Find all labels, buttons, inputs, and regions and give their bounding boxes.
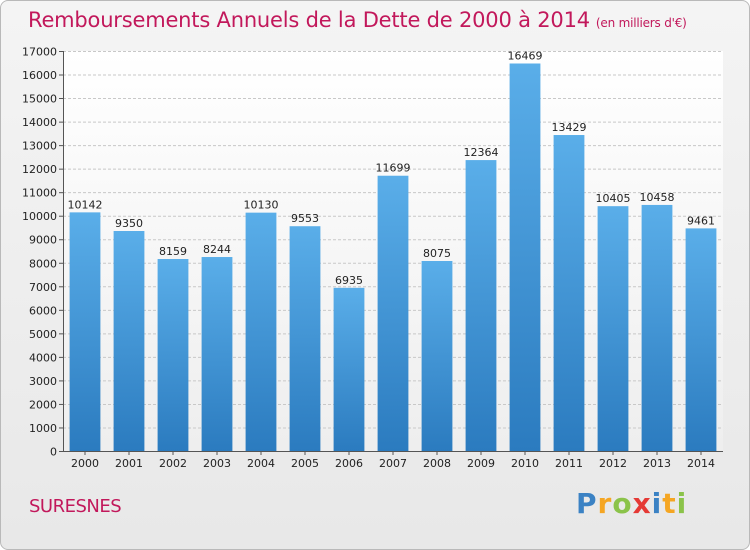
bar-value-label: 13429 bbox=[552, 121, 587, 134]
bar-value-label: 6935 bbox=[335, 274, 363, 287]
bar-value-label: 9461 bbox=[687, 214, 715, 227]
y-tick-label: 1000 bbox=[29, 422, 57, 435]
y-tick-label: 7000 bbox=[29, 281, 57, 294]
x-tick-label: 2009 bbox=[467, 457, 495, 470]
y-tick-label: 9000 bbox=[29, 234, 57, 247]
y-tick-label: 17000 bbox=[22, 46, 57, 59]
bar-value-label: 10130 bbox=[244, 199, 279, 212]
commune-name: SURESNES bbox=[29, 496, 122, 517]
x-tick-label: 2008 bbox=[423, 457, 451, 470]
bar bbox=[553, 135, 585, 451]
bar bbox=[113, 231, 145, 451]
bar bbox=[377, 175, 409, 451]
logo-letter: t bbox=[662, 487, 677, 520]
logo-letter: i bbox=[676, 487, 688, 520]
y-tick-label: 14000 bbox=[22, 116, 57, 129]
x-tick-label: 2011 bbox=[555, 457, 583, 470]
logo-letter: P bbox=[576, 487, 598, 520]
bar bbox=[245, 212, 277, 451]
bar bbox=[597, 206, 629, 451]
y-tick-label: 2000 bbox=[29, 398, 57, 411]
x-tick-label: 2006 bbox=[335, 457, 363, 470]
logo-letter: i bbox=[651, 487, 663, 520]
bar bbox=[465, 160, 497, 452]
bar-value-label: 10458 bbox=[640, 191, 675, 204]
y-tick-label: 5000 bbox=[29, 328, 57, 341]
x-tick-label: 2010 bbox=[511, 457, 539, 470]
bar bbox=[685, 228, 717, 451]
x-tick-label: 2002 bbox=[159, 457, 187, 470]
bar bbox=[201, 257, 233, 451]
bar-value-label: 8244 bbox=[203, 243, 231, 256]
bar-value-label: 12364 bbox=[464, 146, 499, 159]
y-tick-label: 16000 bbox=[22, 69, 57, 82]
x-tick-label: 2003 bbox=[203, 457, 231, 470]
y-tick-label: 13000 bbox=[22, 140, 57, 153]
bar-value-label: 8075 bbox=[423, 247, 451, 260]
bar bbox=[69, 212, 101, 451]
chart-unit: (en milliers d'€) bbox=[595, 16, 687, 30]
chart-title-text: Remboursements Annuels de la Dette de 20… bbox=[28, 8, 590, 32]
bar bbox=[333, 287, 365, 451]
bar bbox=[421, 261, 453, 451]
y-tick-label: 4000 bbox=[29, 351, 57, 364]
proxiti-logo: Proxiti bbox=[576, 487, 687, 520]
bar-value-label: 16469 bbox=[508, 49, 543, 62]
y-tick-label: 0 bbox=[50, 446, 57, 459]
x-tick-label: 2004 bbox=[247, 457, 275, 470]
y-tick-label: 10000 bbox=[22, 210, 57, 223]
y-tick-label: 3000 bbox=[29, 375, 57, 388]
y-tick-label: 11000 bbox=[22, 187, 57, 200]
bar bbox=[289, 226, 321, 451]
bar bbox=[509, 63, 541, 452]
logo-letter: r bbox=[597, 487, 613, 520]
bar-value-label: 8159 bbox=[159, 245, 187, 258]
bar-value-label: 9350 bbox=[115, 217, 143, 230]
x-tick-label: 2007 bbox=[379, 457, 407, 470]
y-tick-label: 15000 bbox=[22, 93, 57, 106]
x-tick-label: 2001 bbox=[115, 457, 143, 470]
bar bbox=[157, 259, 189, 451]
x-tick-label: 2013 bbox=[643, 457, 671, 470]
x-tick-label: 2014 bbox=[687, 457, 715, 470]
y-tick-label: 12000 bbox=[22, 163, 57, 176]
bar-value-label: 11699 bbox=[376, 162, 411, 175]
bar-value-label: 10405 bbox=[596, 192, 631, 205]
bar-value-label: 10142 bbox=[68, 198, 103, 211]
x-tick-label: 2000 bbox=[71, 457, 99, 470]
bar bbox=[641, 204, 673, 451]
logo-letter: o bbox=[612, 487, 633, 520]
x-tick-label: 2005 bbox=[291, 457, 319, 470]
y-tick-label: 8000 bbox=[29, 257, 57, 270]
logo-letter: x bbox=[632, 487, 652, 520]
x-tick-label: 2012 bbox=[599, 457, 627, 470]
bar-value-label: 9553 bbox=[291, 212, 319, 225]
y-tick-label: 6000 bbox=[29, 304, 57, 317]
chart-title: Remboursements Annuels de la Dette de 20… bbox=[28, 8, 687, 32]
